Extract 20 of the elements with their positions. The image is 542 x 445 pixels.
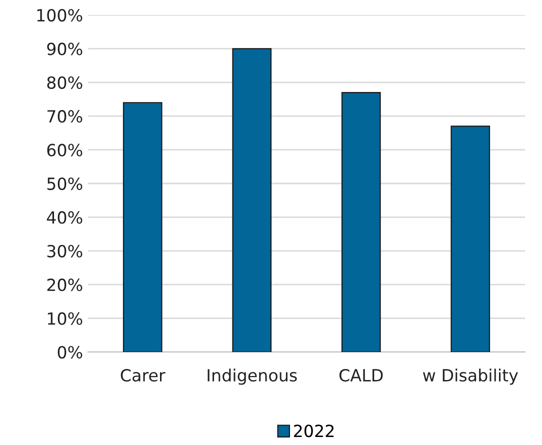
y-tick-label: 90% <box>47 42 82 56</box>
y-tick-label: 40% <box>46 211 82 224</box>
x-tick-label: Carer <box>120 368 166 382</box>
bar <box>450 126 490 352</box>
y-tick-label: 60% <box>47 144 82 156</box>
y-tick-label: 80% <box>47 76 82 89</box>
y-tick-label: 30% <box>47 244 82 258</box>
y-tick-label: 0% <box>58 346 82 359</box>
bar <box>232 48 272 352</box>
y-tick-label: 20% <box>47 278 82 292</box>
bar <box>341 92 381 352</box>
x-tick-label: w Disability <box>422 368 518 385</box>
bar <box>122 102 162 352</box>
y-tick-label: 100% <box>37 8 82 22</box>
legend-label: 2022 <box>294 424 334 438</box>
y-tick-label: 50% <box>47 177 82 190</box>
y-tick-label: 10% <box>48 312 82 325</box>
x-tick-label: CALD <box>339 368 383 382</box>
y-tick-label: 70% <box>47 110 82 123</box>
x-tick-label: Indigenous <box>208 368 297 385</box>
